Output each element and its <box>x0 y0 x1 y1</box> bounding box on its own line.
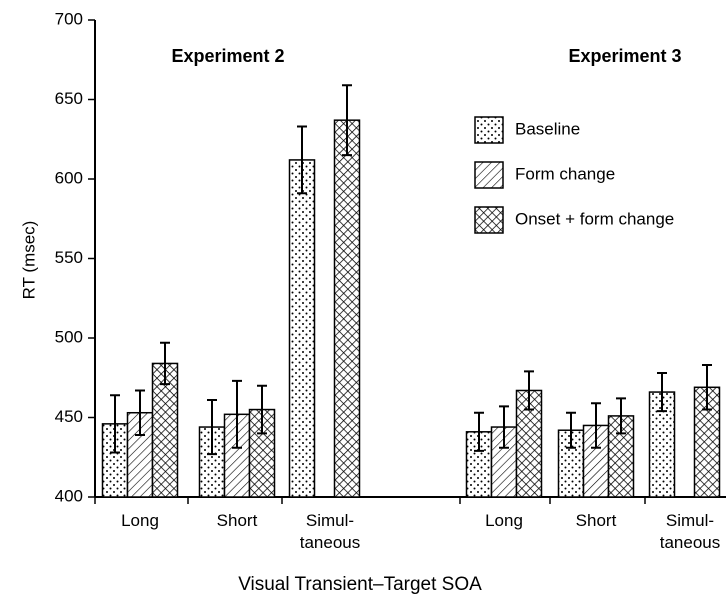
bar <box>248 408 276 498</box>
legend-swatch <box>474 206 504 234</box>
error-bar <box>657 371 667 413</box>
bar <box>490 426 518 498</box>
x-tick-label: Simul-taneous <box>300 511 361 552</box>
error-bar <box>297 125 307 195</box>
x-axis-label: Visual Transient–Target SOA <box>238 574 482 595</box>
error-bar <box>160 341 170 386</box>
error-bar <box>110 394 120 454</box>
error-bar <box>499 405 509 449</box>
y-tick-label: 700 <box>55 9 83 28</box>
error-bar <box>135 389 145 436</box>
y-tick-label: 600 <box>55 168 83 187</box>
y-tick-label: 400 <box>55 486 83 505</box>
error-bar <box>616 397 626 435</box>
error-bar <box>524 370 534 411</box>
error-bar <box>232 379 242 449</box>
error-bar <box>566 411 576 449</box>
y-tick-label: 500 <box>55 327 83 346</box>
legend-swatch <box>474 161 504 189</box>
group-title: Experiment 3 <box>568 46 681 66</box>
error-bar <box>702 364 712 411</box>
y-tick-label: 650 <box>55 89 83 108</box>
x-tick-label: Short <box>217 511 258 530</box>
x-tick-label: Long <box>485 511 523 530</box>
y-tick-label: 450 <box>55 407 83 426</box>
legend-label: Baseline <box>515 119 580 138</box>
y-tick-label: 550 <box>55 248 83 267</box>
x-tick-label: Long <box>121 511 159 530</box>
error-bar <box>257 384 267 435</box>
legend-label: Onset + form change <box>515 209 674 228</box>
y-axis-label: RT (msec) <box>19 221 38 300</box>
x-tick-label: Simul-taneous <box>660 511 721 552</box>
error-bar <box>474 411 484 452</box>
error-bar <box>342 84 352 157</box>
bar <box>333 119 361 498</box>
legend-label: Form change <box>515 164 615 183</box>
bar <box>288 159 316 498</box>
x-tick-label: Short <box>576 511 617 530</box>
legend-swatch <box>474 116 504 144</box>
error-bar <box>591 402 601 449</box>
bar <box>151 362 179 498</box>
error-bar <box>207 399 217 456</box>
group-title: Experiment 2 <box>171 46 284 66</box>
